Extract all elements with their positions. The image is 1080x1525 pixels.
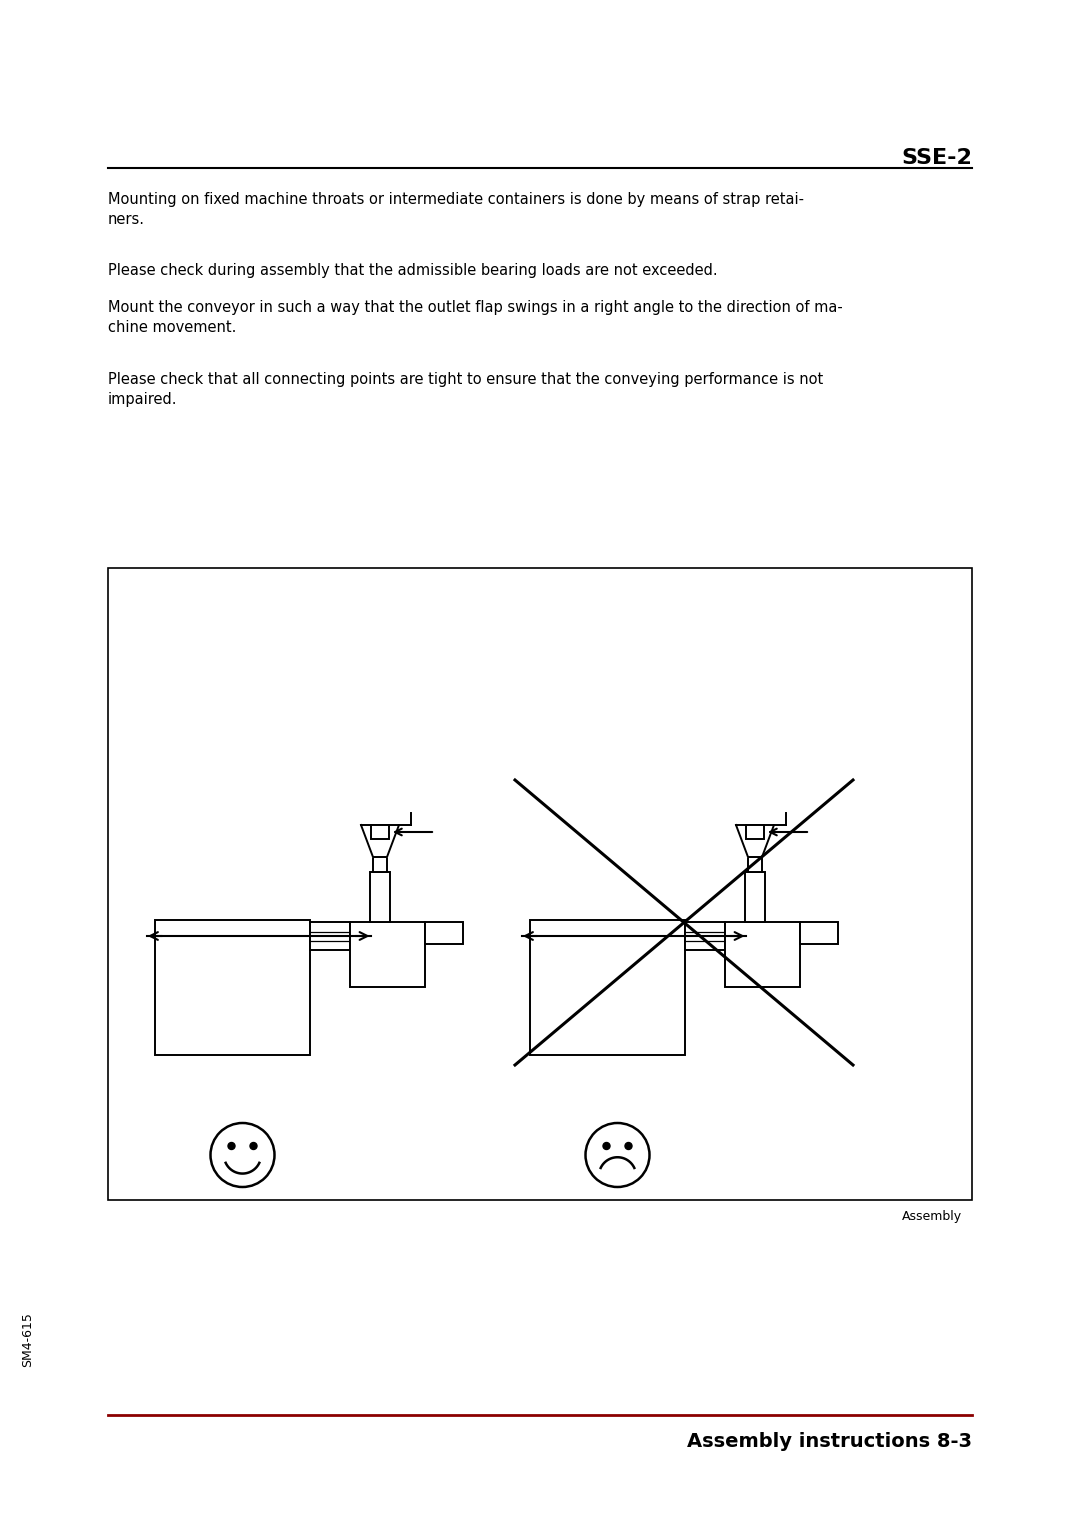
- Bar: [156, 920, 310, 1055]
- Bar: [350, 923, 426, 987]
- Bar: [108, 567, 972, 1200]
- Text: Assembly instructions 8-3: Assembly instructions 8-3: [687, 1432, 972, 1450]
- Text: SSE-2: SSE-2: [901, 148, 972, 168]
- Bar: [530, 920, 685, 1055]
- Bar: [310, 923, 350, 950]
- Text: Mounting on fixed machine throats or intermediate containers is done by means of: Mounting on fixed machine throats or int…: [108, 192, 804, 227]
- Text: Assembly: Assembly: [902, 1209, 962, 1223]
- Circle shape: [228, 1142, 235, 1150]
- Polygon shape: [361, 825, 399, 857]
- Text: Please check that all connecting points are tight to ensure that the conveying p: Please check that all connecting points …: [108, 372, 823, 407]
- Bar: [748, 857, 762, 872]
- Bar: [725, 923, 800, 987]
- Circle shape: [625, 1142, 632, 1150]
- Text: Mount the conveyor in such a way that the outlet flap swings in a right angle to: Mount the conveyor in such a way that th…: [108, 300, 842, 336]
- Text: SM4-615: SM4-615: [22, 1313, 35, 1368]
- Circle shape: [249, 1142, 257, 1150]
- Bar: [372, 825, 389, 839]
- Bar: [426, 923, 463, 944]
- Text: Please check during assembly that the admissible bearing loads are not exceeded.: Please check during assembly that the ad…: [108, 262, 717, 278]
- Bar: [685, 923, 725, 950]
- Bar: [800, 923, 838, 944]
- Circle shape: [603, 1142, 610, 1150]
- Bar: [373, 857, 387, 872]
- Bar: [745, 872, 765, 923]
- Bar: [370, 872, 390, 923]
- Polygon shape: [735, 825, 774, 857]
- Bar: [746, 825, 764, 839]
